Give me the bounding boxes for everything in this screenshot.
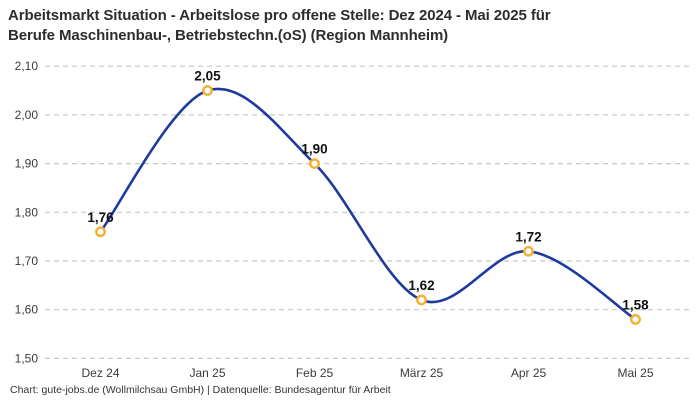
data-point-value-label: 1,58 bbox=[622, 297, 649, 312]
x-tick-label: März 25 bbox=[400, 366, 444, 380]
data-series-line bbox=[99, 87, 637, 321]
x-tick-label: Jan 25 bbox=[189, 366, 225, 380]
x-tick-label: Apr 25 bbox=[511, 366, 547, 380]
y-tick-label: 1,50 bbox=[15, 351, 39, 365]
y-tick-label: 2,10 bbox=[15, 59, 39, 73]
data-point-value-label: 2,05 bbox=[194, 69, 221, 84]
data-point-marker[interactable] bbox=[309, 158, 320, 170]
y-tick-label: 1,90 bbox=[15, 157, 39, 171]
y-tick-label: 1,60 bbox=[15, 303, 39, 317]
x-tick-label: Mai 25 bbox=[617, 366, 653, 380]
chart-title: Arbeitsmarkt Situation - Arbeitslose pro… bbox=[8, 6, 692, 46]
data-point-marker[interactable] bbox=[95, 226, 106, 238]
data-point-value-label: 1,72 bbox=[515, 229, 541, 244]
data-point-marker[interactable] bbox=[202, 85, 213, 96]
chart-attribution: Chart: gute-jobs.de (Wollmilchsau GmbH) … bbox=[10, 384, 391, 396]
x-tick-label: Feb 25 bbox=[296, 366, 334, 380]
chart-title-line-1: Arbeitsmarkt Situation - Arbeitslose pro… bbox=[8, 7, 551, 24]
data-point-value-label: 1,90 bbox=[301, 142, 327, 157]
data-point-marker[interactable] bbox=[630, 314, 641, 325]
data-point-value-label: 1,62 bbox=[408, 278, 434, 293]
data-point-marker[interactable] bbox=[416, 294, 427, 306]
chart-title-line-2: Berufe Maschinenbau-, Betriebstechn.(oS)… bbox=[8, 27, 449, 44]
data-point-value-label: 1,76 bbox=[87, 210, 114, 225]
data-point-marker[interactable] bbox=[523, 245, 534, 257]
y-tick-label: 2,00 bbox=[15, 108, 39, 122]
y-tick-label: 1,80 bbox=[15, 205, 39, 219]
y-tick-label: 1,70 bbox=[15, 254, 39, 268]
x-tick-label: Dez 24 bbox=[81, 366, 119, 380]
